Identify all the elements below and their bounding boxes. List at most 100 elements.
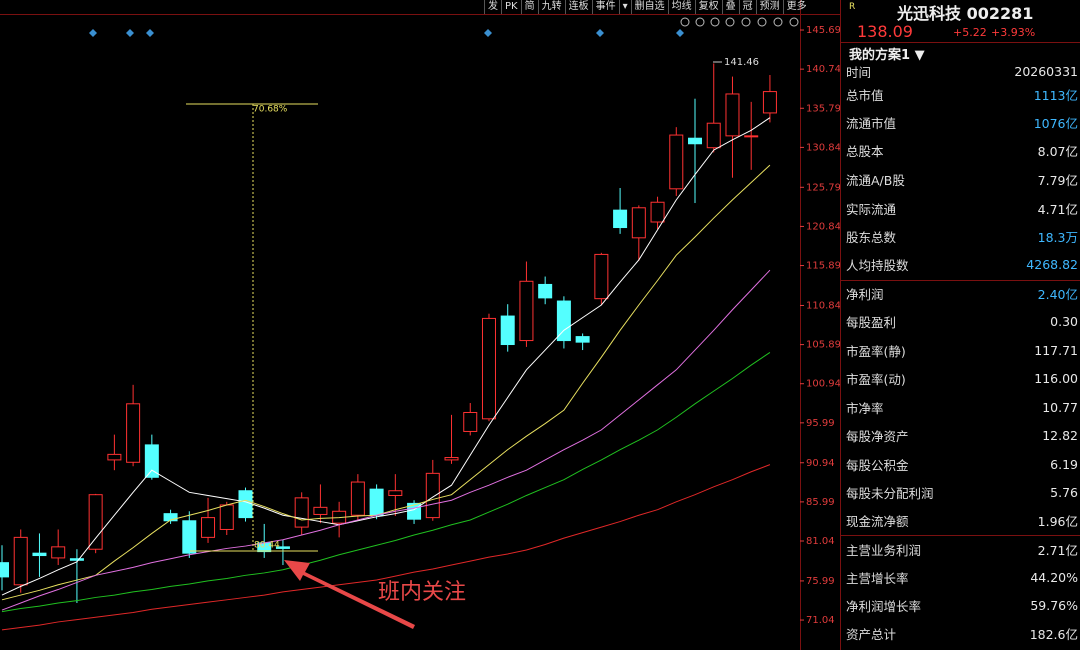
- info-label: 每股盈利: [846, 314, 897, 330]
- info-row: 净利润增长率 59.76%: [846, 594, 1078, 616]
- note: 班内关注: [378, 580, 466, 605]
- info-value: 117.71: [1034, 342, 1078, 358]
- chart: 141.46 70.68% 80.44 班内关注 145.69 140.74 135…: [0, 0, 840, 650]
- candle-body: [0, 562, 9, 578]
- y-tick-label: 125.79: [806, 182, 840, 193]
- info-row: 主营业务利润 2.71亿: [846, 538, 1078, 560]
- candle-body: [538, 283, 553, 299]
- toolbar-button[interactable]: 删自选: [630, 0, 668, 14]
- info-label: 流通市值: [846, 115, 897, 131]
- candle-body: [762, 91, 777, 114]
- candle-body: [13, 536, 28, 586]
- toolbar-button[interactable]: 更多: [782, 0, 810, 14]
- toolbar-button[interactable]: 叠: [721, 0, 739, 14]
- toolbar-button[interactable]: PK: [501, 0, 521, 14]
- info-value: 116.00: [1034, 370, 1078, 386]
- candle-body: [519, 280, 534, 342]
- y-tick-label: 130.84: [806, 142, 840, 153]
- info-row: 每股盈利 0.30: [846, 310, 1078, 332]
- ma-line: [1, 464, 771, 631]
- info-row: 每股未分配利润 5.76: [846, 481, 1078, 503]
- info-label: 净利润: [846, 286, 884, 302]
- info-value: 5.76: [1050, 484, 1078, 500]
- info-value: 4.71亿: [1037, 201, 1078, 217]
- toolbar-button[interactable]: 冠: [738, 0, 756, 14]
- toolbar-button[interactable]: 事件: [591, 0, 619, 14]
- toolbar-button[interactable]: ▾: [618, 0, 631, 14]
- candle-body: [88, 494, 103, 550]
- info-row: 流通市值 1076亿: [846, 111, 1078, 133]
- flag: R: [849, 2, 856, 12]
- candle-body: [688, 137, 703, 145]
- event-markers: [89, 29, 684, 37]
- stock-name: 光迅科技 002281: [897, 4, 1034, 23]
- measure-label: 70.68%: [253, 105, 288, 115]
- candle-body: [631, 207, 646, 239]
- candle-body: [144, 444, 159, 478]
- info-label: 时间: [846, 64, 872, 80]
- info-value: 6.19: [1050, 456, 1078, 472]
- info-value: 44.20%: [1030, 569, 1078, 585]
- info-row: 流通A/B股 7.79亿: [846, 168, 1078, 190]
- info-row: 市盈率(静) 117.71: [846, 339, 1078, 361]
- info-label: 市净率: [846, 400, 884, 416]
- toolbar-button[interactable]: 九转: [537, 0, 565, 14]
- candle-body: [201, 517, 216, 538]
- info-row: 总市值 1113亿: [846, 83, 1078, 105]
- candle-body: [556, 300, 571, 342]
- candle-body: [238, 490, 253, 519]
- candle-body: [219, 504, 234, 530]
- info-value: 4268.82: [1026, 256, 1078, 272]
- candle-body: [444, 457, 459, 461]
- info-row: 资产总计 182.6亿: [846, 622, 1078, 644]
- ma-line: [1, 352, 771, 613]
- candle-body: [369, 488, 384, 516]
- y-tick-label: 81.04: [806, 536, 835, 547]
- toolbar-button[interactable]: 发: [484, 0, 501, 14]
- y-tick-label: 100.94: [806, 379, 840, 390]
- info-label: 市盈率(动): [846, 371, 906, 387]
- y-tick-label: 135.79: [806, 103, 840, 114]
- candle-body: [706, 122, 721, 149]
- toolbar-button[interactable]: 连板: [564, 0, 592, 14]
- info-row: 股东总数 18.3万: [846, 225, 1078, 247]
- info-value: 59.76%: [1030, 597, 1078, 613]
- info-label: 每股净资产: [846, 428, 909, 444]
- price: 138.09: [857, 22, 913, 41]
- info-row: 实际流通 4.71亿: [846, 197, 1078, 219]
- y-tick-label: 90.94: [806, 458, 835, 469]
- info-label: 每股公积金: [846, 457, 909, 473]
- toolbar-button[interactable]: 简: [520, 0, 538, 14]
- info-row: 人均持股数 4268.82: [846, 253, 1078, 275]
- y-tick-label: 71.04: [806, 615, 835, 626]
- candle-body: [425, 472, 440, 519]
- toolbar-button[interactable]: 复权: [694, 0, 722, 14]
- candle-body: [594, 253, 609, 300]
- plan[interactable]: 我的方案1 ▼: [849, 48, 925, 63]
- toolbar-button[interactable]: 预测: [755, 0, 783, 14]
- info-panel: R 光迅科技 002281 138.09 +5.22 +3.93% 我的方案1 …: [840, 0, 1080, 650]
- info-label: 主营业务利润: [846, 542, 922, 558]
- candle-body: [613, 209, 628, 229]
- toolbar-icons: [680, 17, 799, 27]
- candle-body: [51, 546, 66, 559]
- candle-body: [725, 93, 740, 137]
- candle-body: [69, 558, 84, 561]
- candle-body: [126, 403, 141, 463]
- info-label: 流通A/B股: [846, 172, 905, 188]
- candle-body: [350, 481, 365, 516]
- info-value: 18.3万: [1037, 229, 1078, 245]
- y-tick-label: 85.99: [806, 497, 835, 508]
- info-value: 0.30: [1050, 313, 1078, 329]
- info-row: 总股本 8.07亿: [846, 139, 1078, 161]
- toolbar-button[interactable]: 均线: [667, 0, 695, 14]
- y-tick-label: 145.69: [806, 25, 840, 36]
- candle-body: [294, 497, 309, 528]
- toolbar: 发 PK 简九转 连板 事件 ▾ 删自选 均线 复权叠冠预测 更多: [484, 0, 810, 14]
- info-label: 净利润增长率: [846, 598, 922, 614]
- info-label: 现金流净额: [846, 513, 909, 529]
- candle-body: [182, 520, 197, 554]
- info-value: 12.82: [1042, 427, 1078, 443]
- y-tick-label: 115.89: [806, 261, 840, 272]
